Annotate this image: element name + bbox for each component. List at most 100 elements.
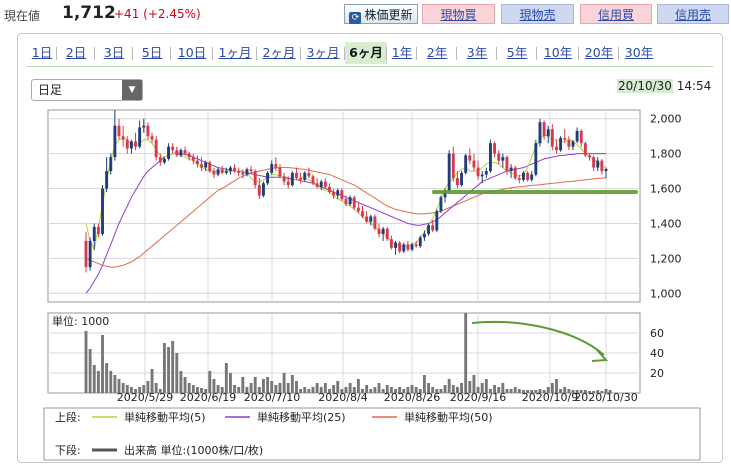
tab-period-8[interactable]: 6ヶ月 — [345, 42, 387, 64]
candle-body — [183, 150, 187, 154]
volume-bar — [266, 377, 270, 393]
volume-bar — [200, 388, 203, 393]
tab-separator — [170, 47, 171, 60]
y-tick-label: 1,400 — [650, 217, 682, 230]
y-tick-label: 1,200 — [650, 252, 682, 265]
candle-body — [195, 160, 199, 165]
tab-period-1[interactable]: 2日 — [65, 45, 87, 60]
volume-bar — [216, 385, 220, 393]
candle-body — [332, 192, 336, 196]
volume-bar — [105, 363, 109, 393]
volume-bar — [377, 383, 381, 393]
tab-period-12[interactable]: 5年 — [506, 45, 528, 60]
spot-sell-button[interactable]: 現物売 — [501, 4, 574, 24]
candle-body — [402, 244, 406, 252]
candle-body — [361, 211, 364, 217]
refresh-icon: ⟳ — [349, 12, 362, 24]
candle-body — [311, 176, 315, 184]
candle-body — [129, 141, 133, 149]
volume-bar — [381, 389, 385, 393]
tab-period-0[interactable]: 1日 — [31, 45, 53, 60]
candle-body — [216, 169, 220, 175]
tab-period-6[interactable]: 2ヶ月 — [262, 45, 296, 60]
tab-separator — [94, 47, 95, 60]
volume-bar — [299, 389, 303, 393]
volume-bar — [542, 390, 546, 393]
volume-bar — [571, 390, 575, 393]
candle-body — [526, 172, 530, 180]
tab-period-15[interactable]: 30年 — [624, 45, 654, 60]
candle-body — [480, 174, 484, 177]
volume-bar — [183, 377, 187, 393]
tab-period-2[interactable]: 3日 — [103, 45, 125, 60]
volume-bar — [340, 389, 344, 393]
tab-period-3[interactable]: 5日 — [141, 45, 163, 60]
volume-bar — [575, 390, 579, 393]
tab-separator — [300, 47, 301, 60]
volume-bar — [352, 387, 356, 393]
volume-bar — [220, 387, 224, 393]
candle-body — [497, 153, 501, 161]
candle-body — [575, 130, 579, 142]
candle-body — [522, 172, 525, 180]
volume-y-tick-label: 40 — [650, 347, 664, 360]
candle-body — [121, 136, 125, 140]
candle-body — [257, 185, 261, 196]
volume-bar — [134, 389, 137, 393]
interval-select-value: 日足 — [38, 83, 63, 97]
spot-buy-button[interactable]: 現物買 — [422, 4, 495, 24]
chevron-down-icon: ▼ — [122, 80, 142, 100]
volume-bar — [489, 389, 492, 393]
volume-bar — [138, 387, 142, 393]
volume-bar — [579, 390, 583, 393]
candle-body — [414, 244, 418, 247]
candle-body — [241, 172, 245, 175]
tab-period-10[interactable]: 2年 — [426, 45, 448, 60]
candle-body — [369, 216, 373, 222]
tab-period-9[interactable]: 1年 — [391, 45, 413, 60]
tab-period-13[interactable]: 10年 — [543, 45, 573, 60]
volume-bar — [270, 381, 274, 393]
price-change: +41 (+2.45%) — [114, 7, 201, 21]
candle-body — [88, 240, 92, 268]
refresh-price-button[interactable]: ⟳ 株価更新 — [344, 4, 418, 24]
candle-body — [146, 125, 150, 137]
volume-bar — [224, 363, 228, 393]
candle-body — [356, 207, 360, 212]
candle-body — [559, 137, 563, 151]
tab-separator — [456, 47, 457, 60]
margin-buy-button[interactable]: 信用買 — [580, 4, 652, 24]
candle-body — [579, 130, 583, 144]
candle-body — [187, 153, 191, 158]
volume-bar — [464, 313, 468, 393]
candle-body — [460, 172, 463, 186]
tab-period-5[interactable]: 1ヶ月 — [218, 45, 252, 60]
tab-period-4[interactable]: 10日 — [177, 45, 207, 60]
candle-body — [249, 169, 253, 172]
tab-period-11[interactable]: 3年 — [466, 45, 488, 60]
candle-body — [451, 153, 455, 179]
candle-body — [315, 183, 319, 187]
candle-body — [431, 225, 435, 231]
volume-bar — [311, 387, 315, 393]
margin-sell-button[interactable]: 信用売 — [657, 4, 729, 24]
tab-separator — [386, 47, 387, 60]
tab-period-14[interactable]: 20年 — [584, 45, 614, 60]
candle-body — [290, 172, 294, 186]
candle-body — [323, 181, 327, 187]
tab-separator — [256, 47, 257, 60]
volume-bar — [253, 377, 257, 393]
volume-bar — [286, 383, 290, 393]
volume-bar — [361, 389, 364, 393]
candle-body — [377, 228, 381, 234]
candle-body — [286, 181, 290, 186]
candle-body — [134, 141, 137, 147]
candle-body — [171, 146, 175, 151]
candle-body — [406, 244, 410, 250]
tab-period-7[interactable]: 3ヶ月 — [306, 45, 340, 60]
tab-separator — [618, 47, 619, 60]
volume-bar — [468, 381, 472, 393]
x-tick-label: 2020/9/16 — [450, 391, 506, 404]
interval-select[interactable]: 日足 ▼ — [31, 79, 143, 101]
volume-bar — [472, 375, 476, 393]
